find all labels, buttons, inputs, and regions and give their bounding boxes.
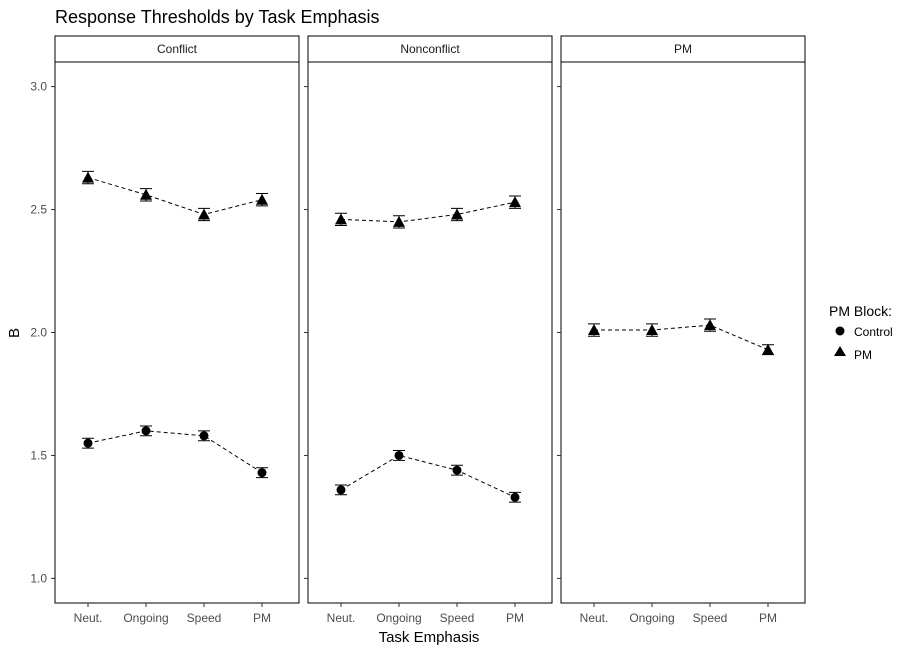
panel-border [54, 61, 300, 604]
series-line-pm [87, 177, 263, 215]
y-tick-label: 1.5 [30, 448, 47, 462]
data-point-pm [704, 319, 716, 331]
data-point-control [199, 431, 209, 441]
series-line-pm [594, 324, 769, 351]
x-tick-label: Speed [693, 611, 728, 625]
series-line-control [87, 430, 263, 474]
data-point-pm [451, 208, 463, 220]
data-point-pm [335, 213, 347, 225]
y-axis-label: B [6, 328, 23, 338]
data-point-control [510, 492, 520, 502]
x-tick-label: Ongoing [629, 611, 674, 625]
legend-control-label: Control [854, 325, 893, 339]
x-tick-label: PM [253, 611, 271, 625]
x-tick-label: PM [759, 611, 777, 625]
x-tick-label: Speed [187, 611, 222, 625]
data-point-pm [588, 324, 600, 336]
legend-pm-marker [834, 346, 846, 356]
x-tick-label: Ongoing [123, 611, 168, 625]
panels: 1.0 1.5 2.0 2.5 3.0 Conflict Neut. Ongoing Speed… [30, 35, 806, 625]
panel-strip-label: Nonconflict [400, 42, 460, 56]
x-tick-label: Neut. [327, 611, 356, 625]
data-point-pm [198, 208, 210, 220]
panel-strip-label: PM [674, 42, 692, 56]
data-point-control [336, 485, 346, 495]
data-point-pm [509, 196, 521, 208]
legend-title: PM Block: [829, 303, 892, 319]
panel-strip [307, 35, 553, 63]
panel-border [307, 61, 553, 604]
data-point-control [83, 438, 93, 448]
data-point-control [394, 450, 404, 460]
chart-title: Response Thresholds by Task Emphasis [55, 7, 380, 27]
panel-strip [54, 35, 300, 63]
panel-conflict: Conflict Neut. Ongoing Speed PM [54, 35, 300, 625]
x-tick-label: Neut. [580, 611, 609, 625]
data-point-pm [393, 215, 405, 227]
legend: PM Block: Control PM [829, 303, 893, 362]
data-point-pm [256, 193, 268, 205]
legend-pm-label: PM [854, 348, 872, 362]
panel-strip [560, 35, 806, 63]
x-tick-label: Ongoing [376, 611, 421, 625]
data-point-pm [140, 188, 152, 200]
y-tick-label: 2.5 [30, 203, 47, 217]
data-point-pm [646, 324, 658, 336]
data-point-pm [762, 343, 774, 355]
x-tick-label: PM [506, 611, 524, 625]
data-point-control [141, 426, 151, 436]
panel-nonconflict: Nonconflict Neut. Ongoing Speed PM [304, 35, 553, 625]
data-point-control [257, 468, 267, 478]
panel-pm: PM Neut. Ongoing Speed PM [557, 35, 806, 625]
x-tick-label: Speed [440, 611, 475, 625]
y-tick-label: 3.0 [30, 80, 47, 94]
y-tick-label: 2.0 [30, 326, 47, 340]
x-axis-label: Task Emphasis [379, 629, 480, 646]
y-tick-label: 1.0 [30, 571, 47, 585]
data-point-pm [82, 171, 94, 183]
panel-strip-label: Conflict [157, 42, 198, 56]
x-tick-label: Neut. [74, 611, 103, 625]
series-line-pm [340, 201, 516, 223]
data-point-control [452, 465, 462, 475]
series-line-control [340, 454, 516, 498]
legend-control-marker [835, 326, 845, 336]
